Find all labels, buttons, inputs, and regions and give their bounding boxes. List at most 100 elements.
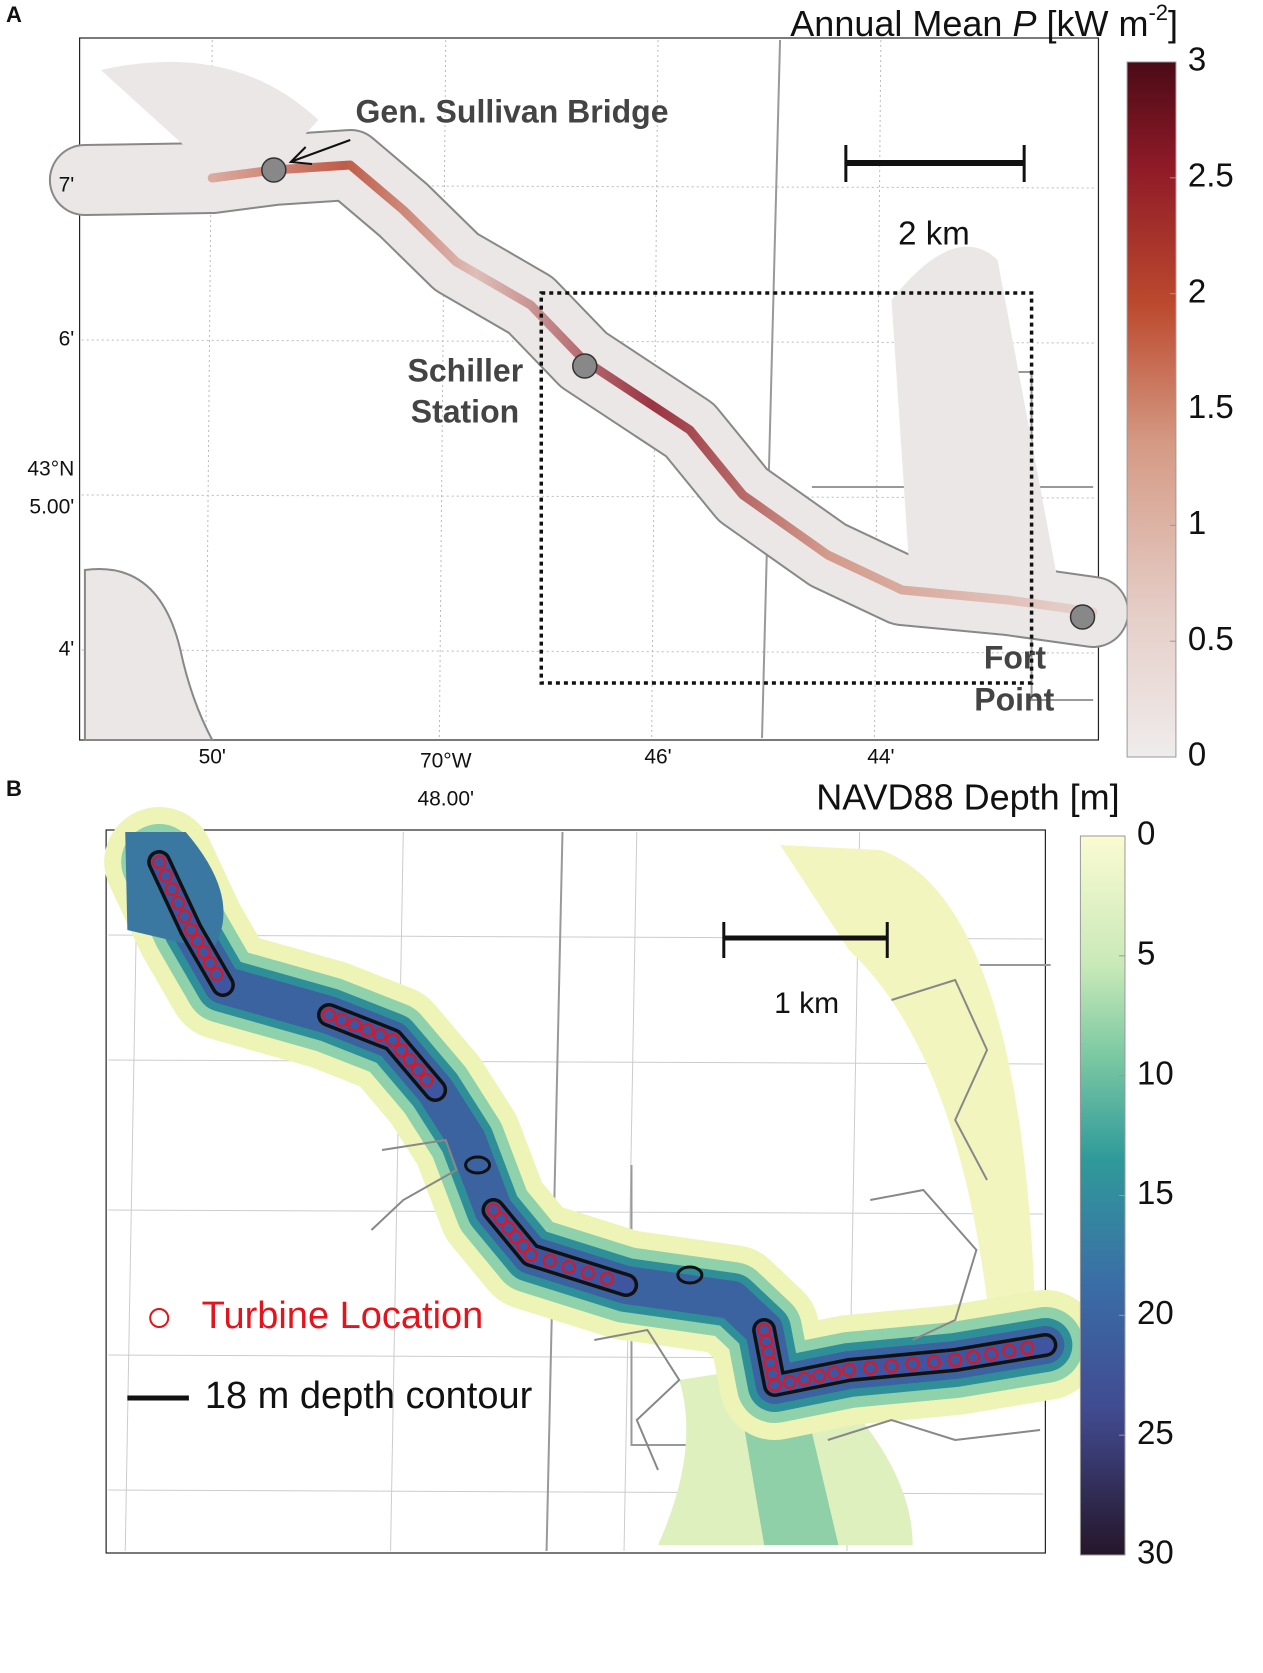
grid-line (623, 831, 638, 1552)
turbine (926, 1355, 941, 1369)
grid-line (651, 39, 659, 739)
turbine (782, 1375, 797, 1389)
x-tick-label: 46' (644, 746, 671, 769)
pointer (292, 139, 351, 162)
turbine (203, 956, 218, 970)
x-tick-label: 70°W (420, 750, 472, 773)
site-marker (1069, 604, 1096, 630)
turbine (884, 1359, 899, 1373)
place-label: Fort (984, 639, 1047, 675)
channel-core (150, 853, 232, 994)
shoreline (594, 1328, 681, 1471)
colorbar-tick-label: 10 (1137, 1054, 1174, 1091)
drawing: A Gen. Sullivan Bridge Schiller Station Fort… (6, 0, 1234, 1571)
colorbar-tick-label: 0.5 (1188, 620, 1234, 657)
x-tick-label: 48.00' (417, 788, 474, 811)
site-marker (261, 157, 287, 183)
shoreline (870, 1188, 978, 1341)
place-label: Station (411, 393, 519, 429)
scale-label: 2 km (898, 215, 970, 252)
turbine (158, 868, 173, 883)
title-part: -2 (1148, 0, 1168, 25)
shoreline (370, 1138, 458, 1231)
grid-line (81, 184, 1097, 189)
grid-line (874, 39, 882, 739)
turbine (580, 1266, 595, 1280)
turbine (523, 1248, 538, 1262)
y-tick-label: 5.00' (29, 496, 74, 519)
panel-letter: B (6, 776, 22, 801)
turbine (164, 882, 179, 897)
colorbar-tick-label: 20 (1137, 1294, 1174, 1331)
grid-line (108, 1059, 1044, 1065)
turbine (402, 1053, 417, 1067)
title-part: ] (1168, 3, 1178, 44)
colorbar-tick-label: 2 (1188, 272, 1206, 309)
turbine (561, 1260, 576, 1274)
y-tick-label: 7' (59, 174, 75, 197)
turbine (360, 1023, 375, 1037)
turbine (322, 1008, 337, 1022)
turbine (411, 1063, 426, 1077)
shallows (742, 1410, 839, 1545)
turbine (334, 1013, 349, 1027)
turbine (863, 1361, 878, 1375)
turbine (493, 1212, 508, 1226)
colorbar-tick-label: 2.5 (1188, 157, 1234, 194)
grid-line (438, 39, 447, 739)
colorbar-title: NAVD88 Depth [m] (816, 777, 1119, 818)
grid-line (124, 831, 139, 1552)
x-tick-label: 50' (199, 746, 226, 769)
title-part: P (1012, 3, 1036, 44)
grid-line (81, 649, 1097, 654)
colorbar-tick-label: 0 (1137, 815, 1155, 852)
y-tick-label: 6' (59, 328, 75, 351)
y-tick-label: 43°N (27, 458, 74, 481)
turbine (394, 1043, 409, 1057)
turbine (966, 1350, 981, 1364)
turbine (600, 1272, 615, 1286)
shallows (780, 845, 1035, 1300)
turbine (419, 1073, 434, 1087)
turbine (196, 945, 211, 959)
turbine (842, 1363, 857, 1377)
turbine (385, 1033, 400, 1047)
turbine (372, 1028, 387, 1042)
pointer-head (288, 146, 313, 165)
boundary (545, 831, 564, 1552)
place-label: Point (974, 681, 1054, 717)
turbine (486, 1203, 501, 1217)
turbine (797, 1372, 812, 1386)
turbine (1020, 1341, 1035, 1355)
legend-label: Turbine Location (202, 1295, 484, 1337)
panel-letter: A (6, 2, 22, 27)
turbine (171, 895, 186, 910)
title-part: Annual Mean (790, 3, 1012, 44)
channel-core (320, 1006, 444, 1099)
turbine (905, 1357, 920, 1371)
colorbar-tick-label: 30 (1137, 1534, 1174, 1571)
depth-contour-island (464, 1155, 492, 1175)
turbine (501, 1221, 516, 1235)
colorbar-title: Annual Mean P [kW m-2] (790, 0, 1178, 44)
turbine (516, 1239, 531, 1253)
shore (83, 568, 214, 741)
colorbar-tick-label: 15 (1137, 1174, 1174, 1211)
grid-line (390, 831, 404, 1552)
legend-label: 18 m depth contour (205, 1375, 533, 1417)
shoreline (827, 1418, 1041, 1442)
colorbar-tick-label: 25 (1137, 1414, 1174, 1451)
turbine (347, 1018, 362, 1032)
turbine (184, 923, 199, 937)
x-tick-label: 44' (867, 746, 894, 769)
turbine (209, 967, 224, 981)
turbine (177, 909, 192, 924)
bay (891, 246, 1062, 620)
turbine (152, 855, 167, 869)
place-label: Schiller (408, 352, 524, 388)
turbine (827, 1366, 842, 1380)
title-part: [kW m (1036, 3, 1148, 44)
turbine (190, 934, 205, 948)
turbine (767, 1378, 782, 1392)
